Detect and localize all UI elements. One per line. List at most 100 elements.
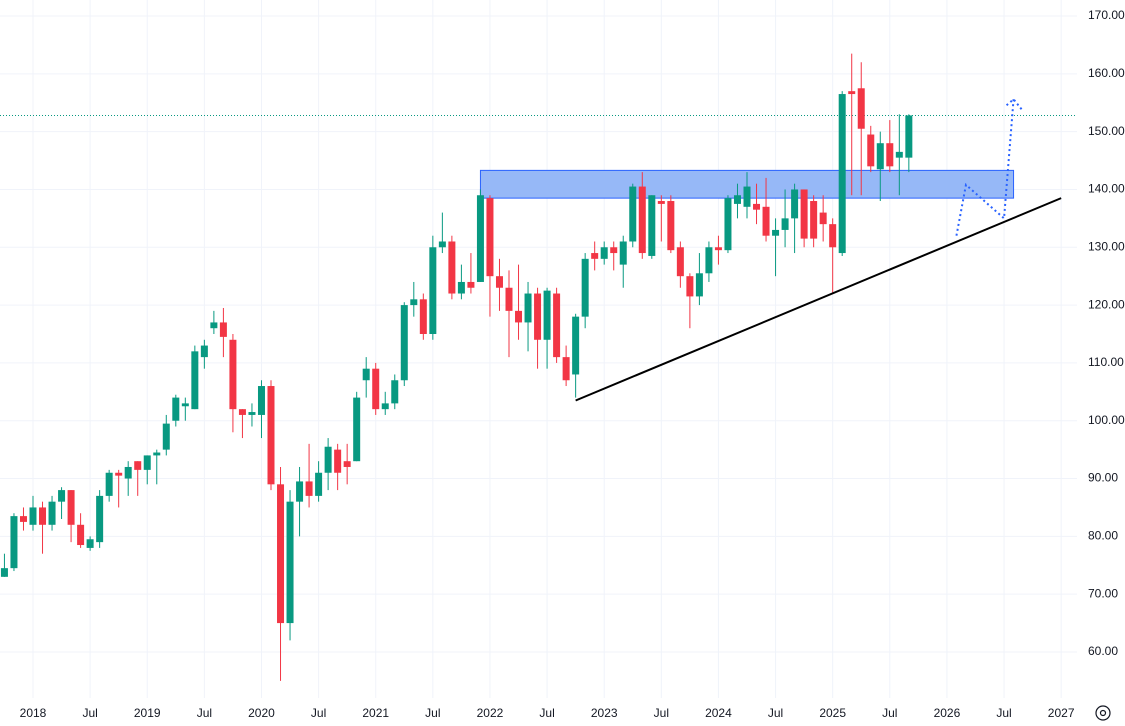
candle-body (534, 293, 542, 340)
x-tick-label: Jul (539, 706, 554, 720)
candle-body (676, 247, 684, 277)
y-tick-label: 70.00 (1088, 586, 1118, 600)
candle-body (248, 412, 256, 415)
candle-body (829, 224, 837, 248)
candle-body (857, 88, 865, 129)
y-tick-label: 140.00 (1088, 182, 1125, 196)
x-tick-label: 2021 (362, 706, 389, 720)
candle-body (686, 276, 694, 297)
candle-body (29, 507, 37, 525)
candle-body (619, 241, 627, 265)
candle-body (334, 449, 342, 473)
y-tick-label: 80.00 (1088, 529, 1118, 543)
candle-body (448, 241, 456, 294)
y-tick-label: 160.00 (1088, 66, 1125, 80)
x-tick-label: Jul (82, 706, 97, 720)
candle-body (495, 276, 503, 288)
candle-body (315, 472, 323, 496)
candle-body (86, 539, 94, 548)
candle-body (648, 195, 656, 256)
projection-path (955, 99, 1015, 236)
x-tick-label: 2026 (934, 706, 961, 720)
candle-body (524, 293, 532, 323)
candle-body (476, 195, 484, 282)
x-tick-label: 2022 (477, 706, 504, 720)
candle-body (772, 229, 780, 236)
x-tick-label: 2020 (248, 706, 275, 720)
candle-body (96, 495, 104, 543)
candle-body (343, 461, 351, 467)
candle-body (19, 516, 27, 522)
candle-body (210, 322, 218, 329)
y-tick-label: 130.00 (1088, 239, 1125, 253)
settings-icon[interactable] (1095, 705, 1111, 721)
x-tick-label: Jul (197, 706, 212, 720)
candle-body (695, 273, 703, 297)
candle-body (638, 186, 646, 254)
candle-body (895, 151, 903, 158)
candle-body (238, 409, 246, 415)
candle-body (219, 322, 227, 337)
trendline (575, 197, 1062, 402)
candle-body (467, 281, 475, 288)
candle-body (781, 218, 789, 230)
candle-body (810, 201, 818, 239)
x-tick-label: 2027 (1048, 706, 1075, 720)
settings-outline[interactable] (1095, 705, 1111, 721)
candle-body (77, 524, 85, 546)
x-tick-label: Jul (996, 706, 1011, 720)
x-tick-label: Jul (768, 706, 783, 720)
candle-body (277, 484, 285, 624)
candle-body (257, 386, 265, 415)
candle-body (58, 490, 66, 502)
candle-body (581, 258, 589, 317)
settings-core[interactable] (1099, 709, 1107, 717)
y-tick-label: 100.00 (1088, 413, 1125, 427)
candle-body (791, 189, 799, 219)
candle-body (172, 397, 180, 421)
candle-body (153, 452, 161, 456)
y-tick-label: 170.00 (1088, 8, 1125, 22)
candle-body (419, 299, 427, 334)
x-tick-label: Jul (311, 706, 326, 720)
candle-body (229, 339, 237, 410)
candle-body (162, 423, 170, 450)
candle-body (143, 455, 151, 470)
candle-body (381, 403, 389, 410)
y-tick-label: 60.00 (1088, 644, 1118, 658)
candle-body (610, 247, 618, 254)
candle-body (0, 568, 8, 577)
candle-body (629, 186, 637, 242)
candle-body (838, 94, 846, 254)
candle-body (733, 195, 741, 204)
candle-body (181, 403, 189, 407)
x-tick-label: 2023 (591, 706, 618, 720)
y-tick-label: 150.00 (1088, 124, 1125, 138)
y-tick-label: 120.00 (1088, 297, 1125, 311)
candle-body (714, 247, 722, 251)
candle-body (200, 345, 208, 358)
candle-body (124, 466, 132, 479)
x-tick-label: 2018 (20, 706, 47, 720)
candle-body (324, 446, 332, 473)
x-tick-label: Jul (425, 706, 440, 720)
grid (0, 0, 1077, 698)
candle-body (353, 397, 361, 462)
candle-body (429, 247, 437, 334)
candle-body (391, 380, 399, 404)
x-tick-label: 2019 (134, 706, 161, 720)
candle-body (296, 481, 304, 502)
candle-body (867, 134, 875, 167)
candle-body (267, 386, 275, 485)
candle-body (191, 351, 199, 410)
x-tick-label: 2025 (819, 706, 846, 720)
candle-body (753, 203, 761, 210)
candle-body (876, 143, 884, 170)
candle-body (410, 299, 418, 306)
candle-body (105, 472, 113, 496)
x-tick-label: Jul (654, 706, 669, 720)
y-tick-label: 90.00 (1088, 471, 1118, 485)
candle-body (743, 186, 751, 207)
candle-body (115, 472, 123, 476)
